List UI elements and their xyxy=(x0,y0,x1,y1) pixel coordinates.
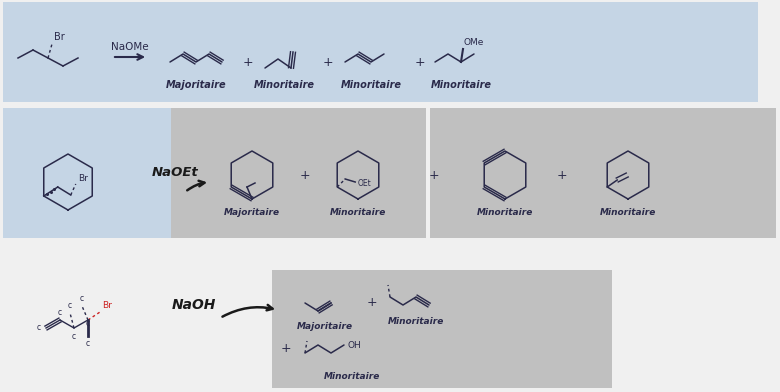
Bar xyxy=(3,2,758,102)
Text: OEt: OEt xyxy=(357,178,371,187)
Text: NaOEt: NaOEt xyxy=(152,165,199,178)
Text: Br: Br xyxy=(78,174,87,183)
Text: Minoritaire: Minoritaire xyxy=(431,80,491,90)
Text: c: c xyxy=(80,294,84,303)
Text: Br: Br xyxy=(54,32,65,42)
Bar xyxy=(171,108,426,238)
Text: Majoritaire: Majoritaire xyxy=(224,208,280,217)
Bar xyxy=(430,108,776,238)
Text: c: c xyxy=(86,339,90,348)
Text: NaOMe: NaOMe xyxy=(112,42,149,52)
Text: Minoritaire: Minoritaire xyxy=(330,208,386,217)
Text: +: + xyxy=(243,56,254,69)
Text: +: + xyxy=(429,169,439,181)
Text: c: c xyxy=(72,332,76,341)
Text: +: + xyxy=(281,341,291,354)
Text: OMe: OMe xyxy=(464,38,484,47)
Text: Minoritaire: Minoritaire xyxy=(477,208,534,217)
Text: c: c xyxy=(37,323,41,332)
Text: Minoritaire: Minoritaire xyxy=(324,372,380,381)
Text: +: + xyxy=(557,169,567,181)
Text: c: c xyxy=(68,301,72,310)
Text: Minoritaire: Minoritaire xyxy=(341,80,402,90)
Text: Majoritaire: Majoritaire xyxy=(297,322,353,331)
Bar xyxy=(272,270,612,388)
Text: Minoritaire: Minoritaire xyxy=(388,317,444,326)
Bar xyxy=(3,108,171,238)
Text: OH: OH xyxy=(347,341,360,350)
Text: +: + xyxy=(367,296,378,310)
Text: +: + xyxy=(415,56,425,69)
Text: Majoritaire: Majoritaire xyxy=(165,80,226,90)
Text: c: c xyxy=(86,318,90,327)
Text: +: + xyxy=(323,56,333,69)
Text: Br: Br xyxy=(102,301,112,310)
Text: c: c xyxy=(58,308,62,317)
Text: NaOH: NaOH xyxy=(172,298,216,312)
Text: Minoritaire: Minoritaire xyxy=(600,208,656,217)
Text: +: + xyxy=(300,169,310,181)
Text: Minoritaire: Minoritaire xyxy=(254,80,314,90)
